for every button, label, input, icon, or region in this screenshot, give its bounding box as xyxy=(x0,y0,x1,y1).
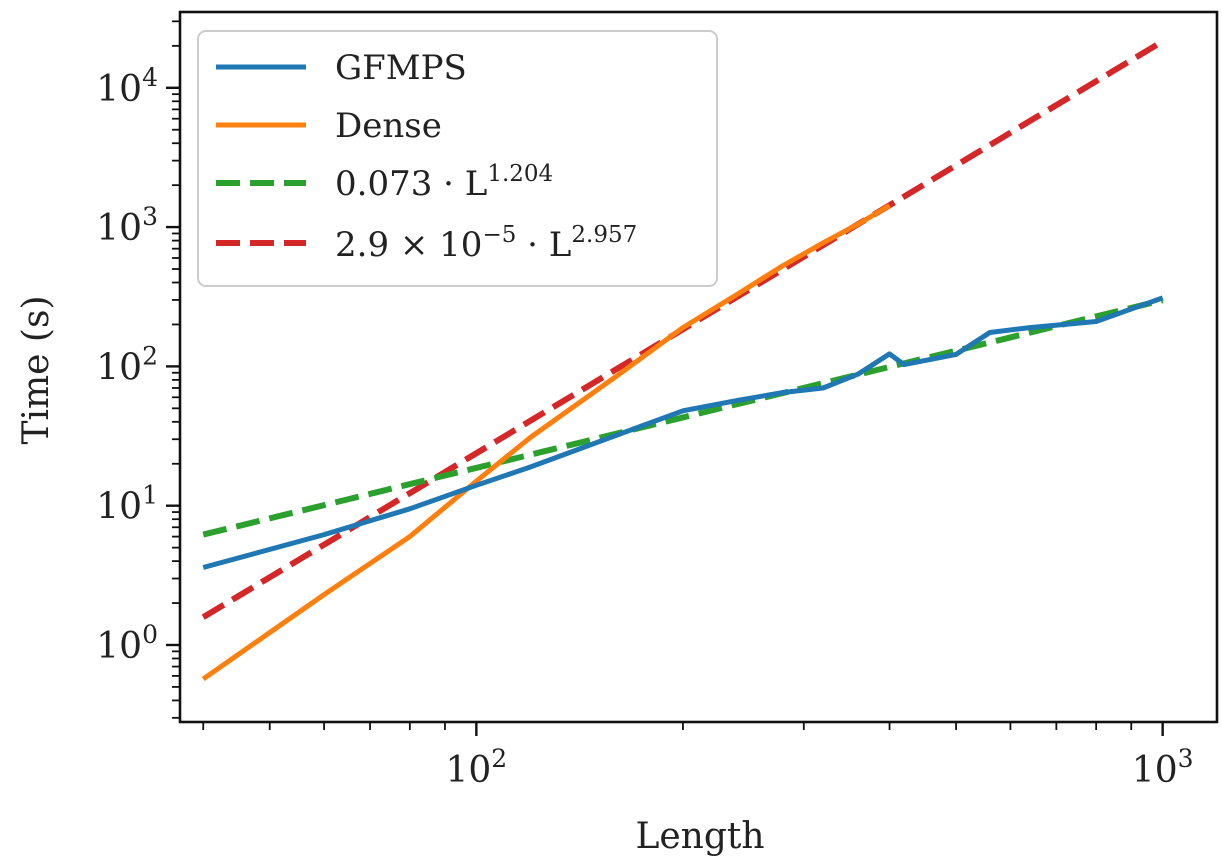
y-tick-label-exponent: 4 xyxy=(142,63,158,92)
x-axis-label: Length xyxy=(635,816,764,857)
legend-fit-cubic-exp1: −5 xyxy=(482,222,516,248)
y-tick-label-exponent: 1 xyxy=(142,481,158,510)
legend-fit-cubic-base: 2.9 × 10 xyxy=(335,225,482,265)
y-tick-label-base: 10 xyxy=(96,626,142,667)
y-tick-label-exponent: 3 xyxy=(142,202,158,231)
y-tick-label: 100 xyxy=(96,620,158,667)
x-tick-label: 103 xyxy=(1132,744,1194,791)
legend-fit-linear-exp: 1.204 xyxy=(487,161,553,187)
y-tick-label-exponent: 2 xyxy=(142,341,158,370)
y-tick-label-base: 10 xyxy=(96,208,142,249)
x-tick-label-exponent: 2 xyxy=(491,744,507,773)
y-tick-label: 104 xyxy=(96,63,158,110)
x-tick-label-base: 10 xyxy=(445,750,491,791)
y-tick-label-base: 10 xyxy=(96,487,142,528)
x-tick-label-exponent: 3 xyxy=(1178,744,1194,773)
y-axis-label: Time (s) xyxy=(16,296,57,445)
legend-fit-cubic-exp2: 2.957 xyxy=(571,222,637,248)
y-tick-label-exponent: 0 xyxy=(142,620,158,649)
legend-label-dense: Dense xyxy=(335,106,442,146)
legend-fit-linear-base: 0.073 · L xyxy=(335,164,487,204)
x-tick-label-base: 10 xyxy=(1132,750,1178,791)
y-tick-label: 103 xyxy=(96,202,158,249)
x-tick-label: 102 xyxy=(445,744,507,791)
y-tick-label: 101 xyxy=(96,481,158,528)
y-tick-label-base: 10 xyxy=(96,347,142,388)
y-tick-label-base: 10 xyxy=(96,69,142,110)
series-line-2 xyxy=(203,300,1162,534)
y-tick-label: 102 xyxy=(96,341,158,388)
legend-fit-cubic-mid: · L xyxy=(516,225,571,265)
legend-label-gfmps: GFMPS xyxy=(335,48,467,88)
legend: GFMPS Dense 0.073 · L1.204 2.9 × 10−5 · … xyxy=(198,31,717,286)
